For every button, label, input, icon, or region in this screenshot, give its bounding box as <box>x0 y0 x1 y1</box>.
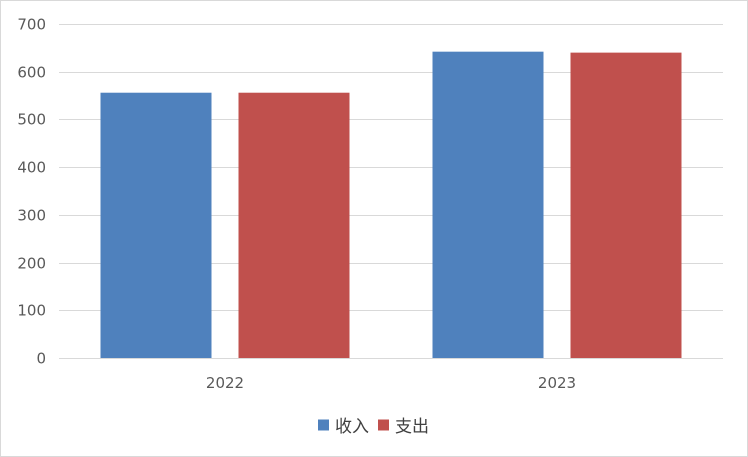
legend-label: 支出 <box>395 417 429 437</box>
bar-income-2023 <box>432 51 544 358</box>
y-tick-label: 400 <box>17 159 46 177</box>
x-tick-label: 2023 <box>538 374 576 392</box>
x-axis: 2022 2023 <box>206 374 576 392</box>
bar-expense-2023 <box>570 52 682 358</box>
y-tick-label: 300 <box>17 207 46 225</box>
y-tick-label: 600 <box>17 64 46 82</box>
bar-income-2022 <box>100 92 212 359</box>
legend-swatch <box>318 419 329 431</box>
y-tick-label: 0 <box>36 350 46 368</box>
y-tick-label: 500 <box>17 111 46 129</box>
x-tick-label: 2022 <box>206 374 244 392</box>
legend-swatch <box>378 419 389 431</box>
bar-expense-2022 <box>238 92 350 359</box>
legend-label: 收入 <box>335 417 369 437</box>
y-axis: 0 100 200 300 400 500 600 700 <box>17 16 46 368</box>
legend-item: 支出 <box>378 417 429 437</box>
y-tick-label: 100 <box>17 302 46 320</box>
y-tick-label: 700 <box>17 16 46 34</box>
bars <box>100 51 682 359</box>
legend: 收入 支出 <box>318 417 429 437</box>
legend-item: 收入 <box>318 417 369 437</box>
y-tick-label: 200 <box>17 255 46 273</box>
